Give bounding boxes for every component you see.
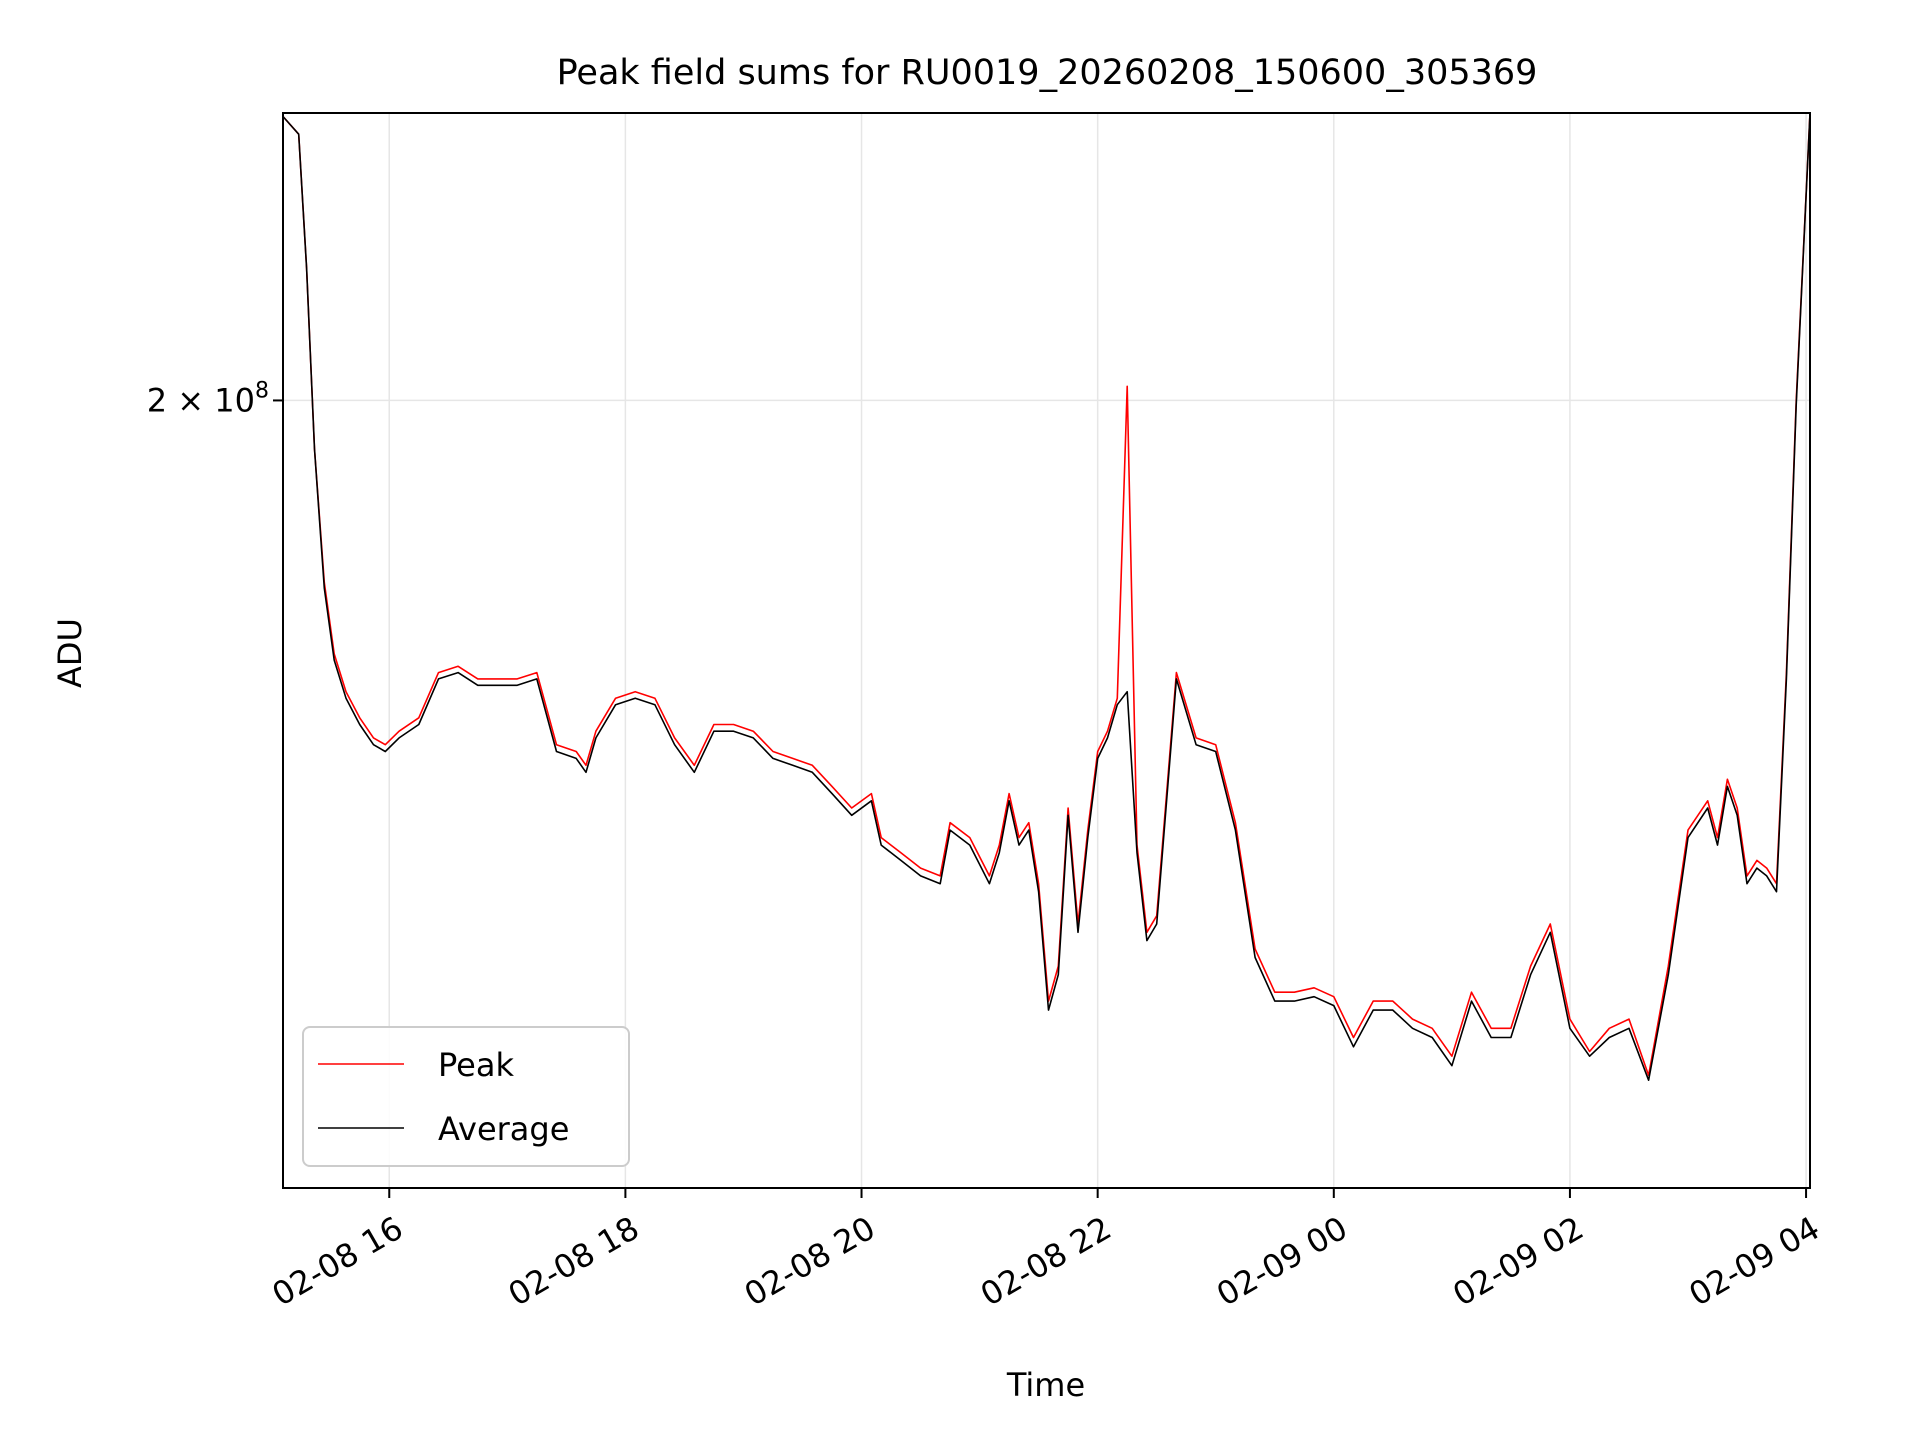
y-axis-label: ADU bbox=[51, 618, 89, 688]
y-axis: 2 × 108 bbox=[147, 378, 283, 419]
grid bbox=[283, 113, 1810, 1188]
y-tick-label: 2 × 108 bbox=[147, 378, 269, 419]
legend-box bbox=[302, 1026, 630, 1167]
y-tick-label-exponent: 8 bbox=[255, 378, 269, 403]
series-line-average bbox=[282, 112, 1811, 1081]
legend-label-average: Average bbox=[438, 1110, 569, 1148]
legend-label-peak: Peak bbox=[438, 1046, 514, 1084]
series-layer bbox=[282, 112, 1811, 1081]
series-line-peak bbox=[282, 112, 1811, 1077]
x-axis-label: Time bbox=[1006, 1366, 1085, 1404]
y-tick-label-base: 2 × 10 bbox=[147, 381, 255, 419]
chart-title: Peak field sums for RU0019_20260208_1506… bbox=[557, 53, 1538, 93]
plot-frame bbox=[282, 112, 1811, 1189]
legend: Peak Average bbox=[302, 1026, 630, 1167]
